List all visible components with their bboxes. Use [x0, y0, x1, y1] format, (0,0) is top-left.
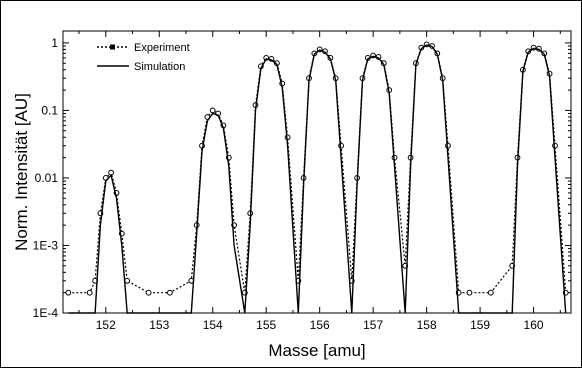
y-tick-label-1: 1E-3	[33, 238, 59, 252]
series-simulation-line	[68, 44, 567, 314]
series-experiment-line	[68, 43, 567, 294]
y-tick-label-2: 0.01	[35, 171, 59, 185]
experiment-point	[338, 142, 345, 149]
experiment-point	[86, 289, 93, 296]
experiment-point	[65, 289, 72, 296]
x-tick-label-0: 152	[96, 318, 116, 332]
x-tick-label-8: 160	[524, 318, 544, 332]
x-tick-label-3: 155	[256, 318, 276, 332]
experiment-point	[145, 289, 152, 296]
x-tick-label-7: 159	[470, 318, 490, 332]
experiment-point	[209, 107, 216, 114]
legend-simulation-label: Simulation	[134, 61, 185, 73]
y-tick-label-3: 0.1	[41, 103, 58, 117]
y-tick-label-0: 1E-4	[33, 306, 59, 320]
plot-area	[62, 30, 572, 314]
x-tick-label-6: 158	[417, 318, 437, 332]
experiment-point	[487, 289, 494, 296]
x-tick-label-1: 153	[149, 318, 169, 332]
y-axis-label: Norm. Intensität [AU]	[12, 93, 31, 251]
legend-experiment-label: Experiment	[134, 42, 190, 54]
x-tick-label-2: 154	[203, 318, 223, 332]
x-tick-label-4: 156	[310, 318, 330, 332]
y-tick-label-4: 1	[51, 36, 58, 50]
legend-experiment-marker	[110, 44, 115, 50]
x-axis-label: Masse [amu]	[268, 341, 365, 360]
experiment-point	[466, 289, 473, 296]
experiment-point	[167, 289, 173, 296]
experiment-point	[124, 277, 131, 284]
x-tick-label-5: 157	[363, 318, 383, 332]
legend: Experiment Simulation	[97, 42, 190, 73]
